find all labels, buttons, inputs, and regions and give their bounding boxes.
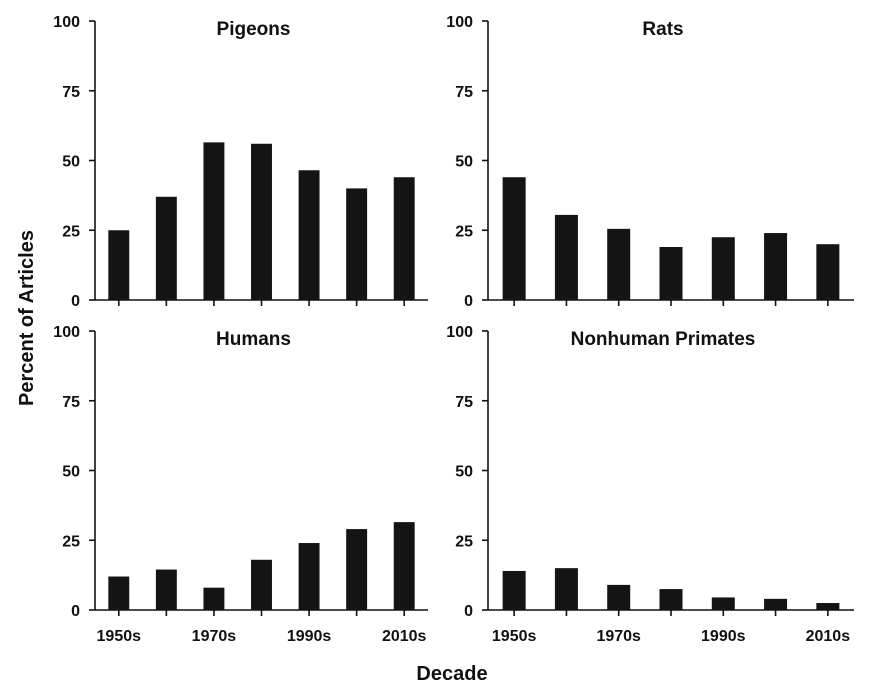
x-tick-label: 1990s: [701, 628, 746, 645]
bar-1960s: [155, 196, 177, 300]
bar-1980s: [659, 246, 683, 300]
x-tick-label: 1950s: [492, 628, 537, 645]
y-tick-label: 100: [53, 324, 80, 341]
bar-2000s: [764, 233, 788, 300]
y-tick-label: 25: [455, 223, 473, 240]
bar-2010s: [393, 522, 415, 610]
bar-1960s: [554, 214, 578, 300]
bar-1950s: [108, 576, 130, 610]
bar-1960s: [554, 568, 578, 610]
x-tick-label: 1970s: [192, 628, 237, 645]
x-tick-label: 1970s: [596, 628, 641, 645]
chart-panel-nonhuman-primates: 0 25 50 75 100 Nonhuman Primates 1950s 1970s 199…: [446, 324, 854, 645]
panel-title: Humans: [216, 329, 291, 350]
y-tick-label: 25: [62, 533, 80, 550]
bar-1980s: [659, 589, 683, 610]
y-tick-label: 0: [71, 603, 80, 620]
y-tick-label: 0: [464, 603, 473, 620]
y-tick-label: 75: [455, 394, 473, 411]
bar-2010s: [393, 177, 415, 300]
bar-1970s: [203, 587, 225, 610]
bar-1970s: [607, 228, 631, 300]
panel-title: Pigeons: [217, 19, 291, 40]
y-tick-label: 75: [455, 84, 473, 101]
y-tick-label: 50: [455, 464, 473, 481]
y-tick-label: 75: [62, 84, 80, 101]
bar-1970s: [203, 142, 225, 300]
x-tick-label: 1950s: [97, 628, 142, 645]
y-tick-label: 50: [62, 154, 80, 171]
bar-1980s: [251, 559, 272, 610]
bar-1950s: [502, 570, 526, 610]
panel-title: Rats: [642, 19, 683, 40]
bar-1980s: [251, 143, 272, 300]
bar-1990s: [298, 543, 320, 610]
y-tick-label: 0: [71, 293, 80, 310]
chart-panel-pigeons: 0 25 50 75 100 Pigeons: [53, 14, 428, 310]
y-tick-label: 25: [455, 533, 473, 550]
bar-2000s: [346, 188, 368, 300]
chart-panel-humans: 0 25 50 75 100 Humans 1950s 1970s 1990s 2010s: [53, 324, 428, 645]
bar-1990s: [711, 237, 735, 300]
bar-2010s: [816, 244, 840, 300]
x-axis-label: Decade: [416, 663, 487, 685]
chart-panel-rats: 0 25 50 75 100 Rats: [446, 14, 854, 310]
x-tick-label: 1990s: [287, 628, 332, 645]
bar-2010s: [816, 603, 840, 610]
y-axis-label: Percent of Articles: [16, 230, 38, 406]
y-tick-label: 0: [464, 293, 473, 310]
bar-1950s: [502, 177, 526, 300]
bar-1950s: [108, 230, 130, 300]
bar-2000s: [346, 529, 368, 610]
y-tick-label: 100: [446, 324, 473, 341]
x-tick-label: 2010s: [382, 628, 427, 645]
panel-title: Nonhuman Primates: [571, 329, 756, 350]
y-tick-label: 50: [62, 464, 80, 481]
bar-1960s: [155, 569, 177, 610]
y-tick-label: 50: [455, 154, 473, 171]
bar-2000s: [764, 598, 788, 610]
bar-1970s: [607, 584, 631, 610]
bar-1990s: [298, 170, 320, 300]
y-tick-label: 100: [446, 14, 473, 31]
y-tick-label: 25: [62, 223, 80, 240]
bar-1990s: [711, 597, 735, 610]
x-tick-label: 2010s: [806, 628, 851, 645]
y-tick-label: 100: [53, 14, 80, 31]
y-tick-label: 75: [62, 394, 80, 411]
